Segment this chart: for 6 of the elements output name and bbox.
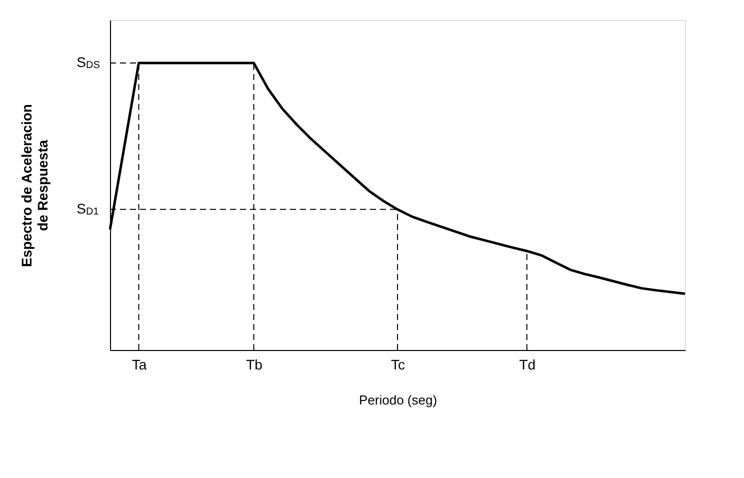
x-axis-title: Periodo (seg) xyxy=(358,392,438,408)
x-tick-label: Td xyxy=(519,356,536,372)
y-axis-title: Espectro de Aceleracion de Respuesta xyxy=(18,104,50,267)
x-tick-label: Ta xyxy=(132,356,147,372)
x-tick-label: Tb xyxy=(246,356,263,372)
x-tick-label: Tc xyxy=(391,356,405,372)
